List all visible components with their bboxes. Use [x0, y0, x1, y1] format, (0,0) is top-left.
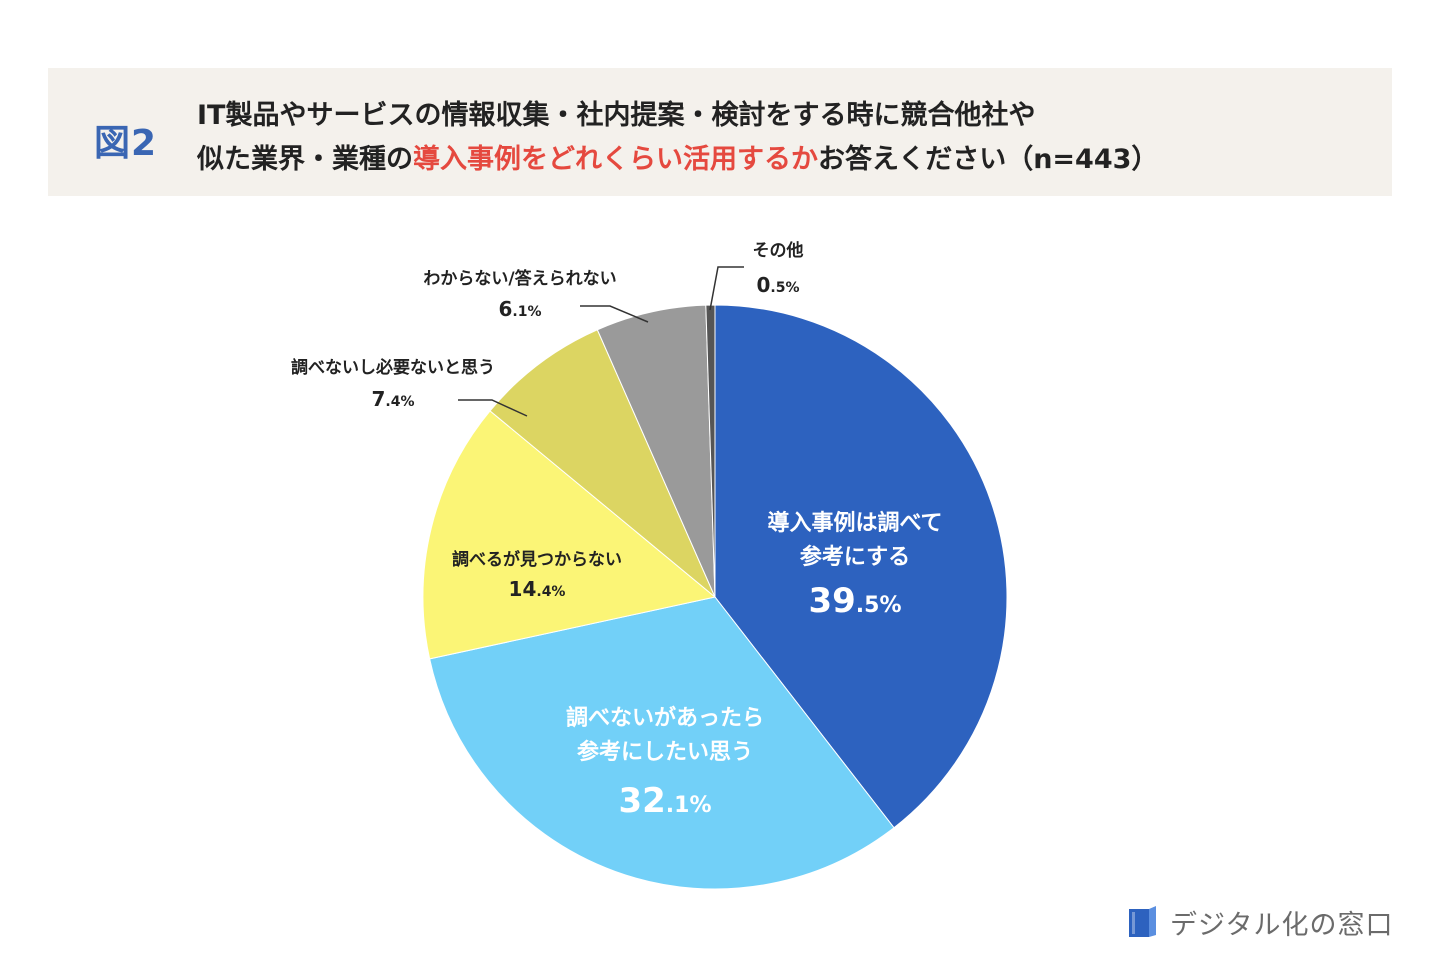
figure-label: 図2: [94, 123, 158, 164]
slice-value-5: 6.1%: [498, 297, 541, 321]
slice-label-1: 導入事例は調べて: [767, 510, 942, 536]
title-suffix: お答えください（n=443）: [818, 144, 1159, 175]
leader-line-5: [580, 305, 649, 323]
title-prefix: 似た業界・業種の: [197, 144, 413, 175]
chart-title: IT製品やサービスの情報収集・社内提案・検討をする時に競合他社や 似た業界・業種…: [197, 94, 1158, 182]
title-line-2: 似た業界・業種の導入事例をどれくらい活用するかお答えください（n=443）: [197, 138, 1158, 182]
book-icon: [1129, 906, 1156, 937]
title-banner: [48, 68, 1392, 196]
brand-name: デジタル化の窓口: [1170, 909, 1394, 941]
slice-label-3: 調べるが見つからない: [452, 549, 622, 570]
slice-label-6: その他: [753, 240, 804, 261]
leader-line-6: [709, 266, 744, 311]
slice-value-2: 32.1%: [618, 781, 711, 821]
slice-value-6: 0.5%: [756, 273, 799, 297]
slice-label-2: 調べないがあったら: [566, 705, 764, 731]
title-line-1: IT製品やサービスの情報収集・社内提案・検討をする時に競合他社や: [197, 100, 1036, 131]
slice-label-1: 参考にする: [800, 544, 910, 570]
slice-value-4: 7.4%: [371, 387, 414, 411]
title-highlight: 導入事例をどれくらい活用するか: [413, 144, 818, 175]
pie-slice-2: [429, 596, 895, 890]
pie-slice-1: [714, 304, 1008, 829]
slice-label-4: 調べないし必要ないと思う: [291, 357, 495, 378]
slice-label-5: わからない/答えられない: [423, 268, 616, 289]
slice-label-2: 参考にしたい思う: [577, 739, 753, 765]
pie-slice-3: [422, 410, 717, 660]
brand-logo-area: デジタル化の窓口: [1128, 902, 1393, 942]
slice-value-3: 14.4%: [509, 577, 566, 601]
leader-line-4: [458, 399, 528, 417]
slice-value-1: 39.5%: [808, 581, 901, 621]
pie-slice-4: [489, 329, 716, 598]
